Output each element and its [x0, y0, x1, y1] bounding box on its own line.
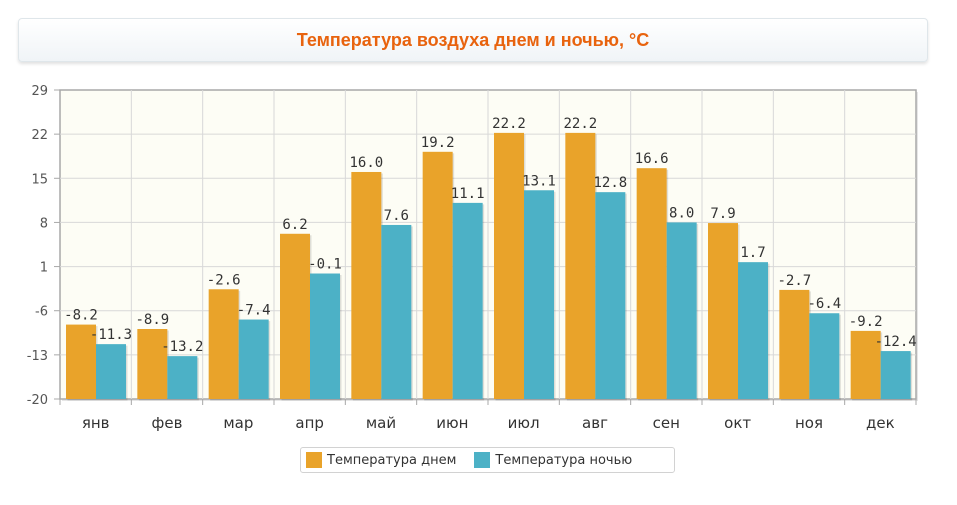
legend-label-night: Температура ночью	[495, 452, 633, 468]
legend-label-day: Температура днем	[327, 452, 457, 468]
chart-title: Температура воздуха днем и ночью, °C	[296, 29, 650, 50]
data-label-day: 19.2	[421, 135, 455, 151]
data-label-night: -13.2	[161, 339, 203, 355]
data-label-day: -9.2	[849, 314, 883, 330]
x-tick-label: май	[366, 414, 396, 432]
data-label-night: 12.8	[593, 175, 627, 191]
bar-day	[636, 168, 667, 399]
x-tick-label: мар	[223, 414, 253, 432]
y-tick-label: 22	[31, 128, 48, 143]
bar-day	[708, 223, 738, 399]
data-label-night: 8.0	[669, 205, 694, 221]
data-label-day: 22.2	[563, 116, 597, 132]
y-tick-label: -13	[27, 349, 48, 364]
temperature-chart: -20 -13 -6 1 8 15 22 29 -8.2 -11.3 янв -8.9 -13.2 фев…	[27, 84, 918, 432]
y-tick-label: 15	[31, 172, 48, 187]
data-label-night: 7.6	[384, 208, 409, 224]
data-label-day: -2.6	[207, 272, 241, 288]
data-label-night: 11.1	[451, 186, 485, 202]
data-label-night: 13.1	[522, 173, 556, 189]
data-label-day: 6.2	[282, 217, 307, 233]
y-tick-label: 8	[40, 216, 48, 231]
bar-day	[494, 132, 524, 399]
y-tick-label: 29	[31, 84, 48, 99]
y-tick-label: -20	[27, 393, 48, 408]
bar-day	[422, 151, 453, 399]
data-label-night: -7.4	[237, 303, 271, 319]
data-label-night: -12.4	[875, 334, 917, 350]
bar-night	[595, 192, 626, 399]
data-label-night: -0.1	[308, 257, 342, 273]
bar-night	[738, 262, 768, 399]
x-tick-label: фев	[152, 414, 183, 432]
legend-swatch-night	[474, 452, 491, 468]
data-label-day: -8.2	[64, 308, 98, 324]
data-label-day: 22.2	[492, 116, 526, 132]
bar-day	[779, 289, 810, 399]
x-tick-label: авг	[582, 414, 608, 432]
bar-day	[280, 233, 310, 399]
data-label-night: 1.7	[740, 245, 765, 261]
legend-item-night[interactable]: Температура ночью	[474, 452, 632, 468]
bar-day	[351, 171, 382, 399]
x-tick-label: окт	[724, 414, 751, 432]
chart-title-bar: Температура воздуха днем и ночью, °C	[18, 18, 928, 62]
data-label-night: -11.3	[90, 327, 132, 343]
x-tick-label: янв	[82, 414, 110, 432]
bar-night	[452, 202, 483, 399]
chart-legend: Температура днем Температура ночью	[300, 447, 675, 473]
x-tick-label: дек	[866, 414, 895, 432]
bar-day	[208, 289, 239, 399]
bar-night	[310, 273, 340, 399]
x-tick-label: сен	[653, 414, 680, 432]
bar-night	[524, 190, 554, 399]
data-label-day: 16.6	[635, 151, 669, 167]
data-label-day: -8.9	[135, 312, 169, 328]
bar-day	[850, 330, 881, 399]
bar-day	[565, 132, 596, 399]
legend-item-day[interactable]: Температура днем	[306, 452, 456, 468]
bar-day	[66, 324, 96, 399]
x-tick-label: апр	[295, 414, 324, 432]
data-label-day: -2.7	[777, 273, 811, 289]
data-label-day: 16.0	[349, 155, 383, 171]
x-tick-label: ноя	[795, 414, 823, 432]
data-label-night: -6.4	[807, 296, 841, 312]
x-tick-label: июн	[436, 414, 468, 432]
bar-night	[238, 319, 269, 399]
bar-night	[880, 351, 911, 399]
bar-night	[809, 313, 840, 399]
bar-night	[167, 356, 198, 399]
y-tick-label: -6	[35, 305, 48, 320]
x-tick-label: июл	[508, 414, 540, 432]
bar-day	[137, 329, 168, 399]
bar-night	[381, 224, 412, 399]
bar-night	[96, 344, 126, 399]
y-tick-label: 1	[40, 261, 48, 276]
data-label-day: 7.9	[710, 206, 735, 222]
bar-night	[666, 222, 697, 399]
legend-swatch-day	[306, 452, 322, 468]
